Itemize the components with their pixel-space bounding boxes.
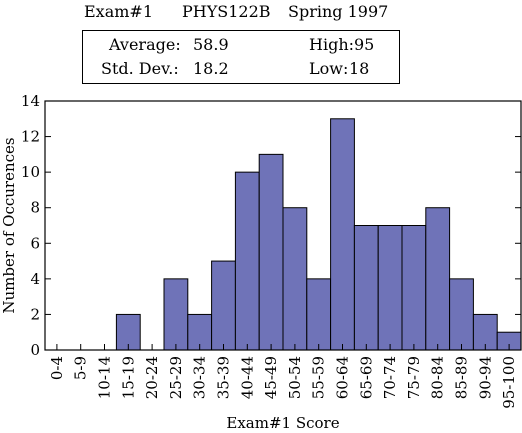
x-tick-label: 35-39 [215, 356, 233, 399]
x-tick-label: 50-54 [286, 356, 304, 399]
bar-75-79 [401, 225, 427, 351]
y-tick-label: 2 [30, 305, 40, 323]
plot-frame [44, 100, 522, 351]
high-value: 95 [354, 35, 375, 54]
x-tick-label: 15-19 [119, 356, 137, 399]
x-axis-label: Exam#1 Score [226, 414, 339, 432]
bar-25-29 [163, 278, 189, 351]
x-tick-label: 65-69 [357, 356, 375, 399]
x-tick-label: 5-9 [72, 356, 90, 380]
stddev-label: Std. Dev.: [101, 59, 179, 78]
bar-70-74 [377, 225, 403, 351]
x-tick-label: 85-89 [453, 356, 471, 399]
x-tick-label: 55-59 [310, 356, 328, 399]
average-label: Average: [109, 35, 181, 54]
x-tick-label: 45-49 [262, 356, 280, 399]
y-axis-label: Number of Occurences [0, 137, 18, 313]
bar-80-84 [425, 207, 451, 351]
bar-55-59 [306, 278, 332, 351]
stddev-value: 18.2 [193, 59, 229, 78]
x-tick-label: 40-44 [238, 356, 256, 399]
x-tick-label: 25-29 [167, 356, 185, 399]
bar-35-39 [211, 260, 236, 351]
y-tick-label: 0 [30, 341, 40, 359]
y-tick-label: 10 [21, 163, 40, 181]
bar-40-44 [234, 171, 260, 351]
average-value: 58.9 [193, 35, 229, 54]
y-tick-label: 12 [21, 128, 40, 146]
x-tick-label: 80-84 [429, 356, 447, 399]
y-axis-ticks: 0 2 4 6 8 10 12 14 [21, 92, 521, 359]
stats-box: Average: 58.9 Std. Dev.: 18.2 High: 95 L… [82, 30, 400, 84]
exam-title: Exam#1 [84, 2, 153, 21]
bar-65-69 [353, 225, 379, 351]
low-value: 18 [349, 59, 370, 78]
course-code: PHYS122B [182, 2, 271, 21]
x-tick-label: 30-34 [191, 356, 209, 399]
bar-45-49 [258, 153, 284, 351]
bar-85-89 [449, 278, 474, 351]
bar-60-64 [330, 118, 355, 351]
x-tick-label: 95-100 [500, 356, 518, 409]
chart-header: Exam#1 PHYS122B Spring 1997 [0, 2, 522, 24]
x-tick-label: 75-79 [405, 356, 423, 399]
x-tick-label: 10-14 [96, 356, 114, 399]
y-tick-label: 6 [30, 234, 40, 252]
x-tick-label: 20-24 [143, 356, 161, 399]
x-tick-label: 70-74 [381, 356, 399, 399]
bar-50-54 [282, 207, 308, 351]
high-label: High: [309, 35, 355, 54]
x-tick-label: 60-64 [334, 356, 352, 399]
y-tick-label: 14 [21, 92, 40, 110]
x-tick-label: 0-4 [48, 356, 66, 380]
bars-group [115, 118, 522, 351]
low-label: Low: [309, 59, 349, 78]
x-tick-label: 90-94 [476, 356, 494, 399]
y-tick-label: 8 [30, 199, 40, 217]
y-tick-label: 4 [30, 270, 40, 288]
term-label: Spring 1997 [288, 2, 389, 21]
x-axis-ticks: 0-4 5-9 10-14 15-19 20-24 25-29 30-34 35-39 40-4… [48, 344, 518, 409]
